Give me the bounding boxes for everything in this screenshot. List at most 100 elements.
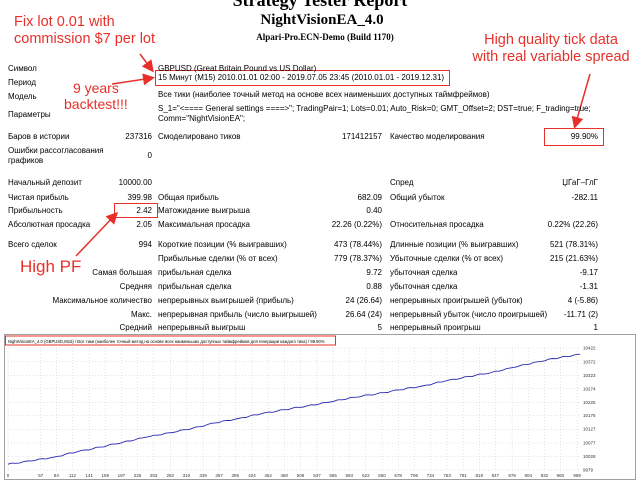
quality-label: Качество моделирования	[390, 132, 485, 141]
spread-value: ЏГаГ–ГлГ	[562, 178, 598, 187]
trades-value: 994	[138, 240, 152, 249]
maxcount-label: Максимальное количество	[52, 296, 152, 305]
x-tick-label: 367	[215, 473, 223, 478]
equity-chart: NightVisionEA_4.0 (GBPUSD,M15) / Все тик…	[4, 334, 636, 480]
avgcons-losses-label: непрерывный проигрыш	[390, 323, 481, 332]
short-label: Короткие позиции (% выигравших)	[158, 240, 287, 249]
server-name: Alpari-Pro.ECN-Demo (Build 1170)	[256, 32, 394, 42]
netprofit-label: Чистая прибыль	[8, 193, 69, 202]
largest-profit-label: прибыльная сделка	[158, 268, 232, 277]
y-tick-label: 10225	[583, 400, 596, 405]
avg-loss-label: убыточная сделка	[390, 282, 458, 291]
x-tick-label: 508	[297, 473, 305, 478]
maxcons-profit-label: непрерывная прибыль (число выигрышей)	[158, 310, 317, 319]
maxcons-losses-value: 4 (-5.86)	[567, 296, 598, 305]
loss-trades-label: Убыточные сделки (% от всех)	[390, 254, 504, 263]
reldd-label: Относительная просадка	[390, 220, 484, 229]
deposit-value: 10000.00	[118, 178, 152, 187]
y-tick-label: 10274	[583, 386, 596, 391]
model-value: Все тики (наиболее точный метод на основ…	[158, 90, 490, 99]
x-tick-label: 876	[508, 473, 516, 478]
absdd-value: 2.05	[136, 220, 152, 229]
x-tick-label: 141	[85, 473, 93, 478]
x-tick-label: 84	[54, 473, 60, 478]
x-tick-label: 112	[69, 473, 77, 478]
symbol-value: GBPUSD (Great Britain Pound vs US Dollar…	[158, 64, 317, 73]
short-value: 473 (78.44%)	[333, 240, 382, 249]
expected-label: Матожидание выигрыша	[158, 206, 250, 215]
largest-loss-value: -9.17	[579, 268, 598, 277]
grossloss-value: -282.11	[571, 193, 598, 202]
ea-name: NightVisionEA_4.0	[260, 12, 384, 28]
annotation-tick-line1: High quality tick data	[484, 32, 618, 48]
grossprofit-value: 682.09	[357, 193, 382, 202]
x-tick-label: 960	[557, 473, 565, 478]
model-label: Модель	[8, 92, 37, 101]
annotation-lot-line1: Fix lot 0.01 with	[14, 14, 115, 30]
maxcons-loss-value: -11.71 (2)	[563, 310, 598, 319]
annotation-years-line2: backtest!!!	[64, 96, 128, 112]
pf-label: Прибыльность	[8, 206, 63, 215]
y-tick-label: 10372	[583, 359, 596, 364]
avg-loss-value: -1.31	[579, 282, 598, 291]
x-tick-label: 310	[183, 473, 191, 478]
avgcons-wins-label: непрерывный выигрыш	[158, 323, 246, 332]
y-tick-label: 10127	[583, 427, 596, 432]
x-tick-label: 791	[459, 473, 467, 478]
ticks-value: 171412157	[341, 132, 382, 141]
pf-value: 2.42	[136, 206, 152, 215]
annotation-tick-data: High quality tick data with real variabl…	[462, 32, 640, 66]
arrow-quality	[571, 73, 591, 129]
avg-profit-label: прибыльная сделка	[158, 282, 232, 291]
avgcons-wins-value: 5	[377, 323, 382, 332]
long-value: 521 (78.31%)	[549, 240, 598, 249]
params-line1: S_1="<==== General settings ====>"; Trad…	[158, 104, 591, 113]
x-tick-label: 424	[248, 473, 256, 478]
x-tick-label: 763	[443, 473, 451, 478]
x-tick-label: 0	[7, 473, 10, 478]
y-tick-label: 10323	[583, 373, 596, 378]
x-tick-label: 452	[264, 473, 272, 478]
y-tick-label: 10077	[583, 441, 596, 446]
x-tick-label: 650	[378, 473, 386, 478]
arrow-lot	[139, 53, 154, 73]
x-tick-label: 593	[345, 473, 353, 478]
maxcons-loss-label: непрерывный убыток (число проигрышей)	[390, 310, 548, 319]
avgcons-losses-value: 1	[593, 323, 598, 332]
annotation-tick-line2: with real variable spread	[472, 49, 630, 65]
x-tick-label: 253	[150, 473, 158, 478]
largest-label: Самая большая	[92, 268, 152, 277]
maxdd-value: 22.26 (0.22%)	[331, 220, 382, 229]
chart-title: NightVisionEA_4.0 (GBPUSD,M15) / Все тик…	[8, 339, 325, 344]
long-label: Длинные позиции (% выигравших)	[390, 240, 519, 249]
x-tick-label: 847	[492, 473, 500, 478]
y-tick-label: 10176	[583, 413, 596, 418]
annotation-years: 9 years backtest!!!	[64, 80, 128, 112]
deposit-label: Начальный депозит	[8, 178, 82, 187]
avgcons-label: Средний	[119, 323, 152, 332]
bars-label: Баров в истории	[8, 132, 70, 141]
x-tick-label: 904	[524, 473, 532, 478]
x-tick-label: 706	[411, 473, 419, 478]
x-tick-label: 678	[394, 473, 402, 478]
largest-loss-label: убыточная сделка	[390, 268, 458, 277]
report-title: Strategy Tester Report	[232, 0, 408, 10]
avg-profit-value: 0.88	[366, 282, 382, 291]
errors-value: 0	[147, 151, 152, 160]
x-tick-label: 395	[232, 473, 240, 478]
x-tick-label: 622	[362, 473, 370, 478]
x-tick-label: 565	[329, 473, 337, 478]
chart-title-highlight	[5, 335, 336, 346]
profit-trades-label: Прибыльные сделки (% от всех)	[158, 254, 278, 263]
annotation-pf: High PF	[20, 257, 82, 276]
maxcons-wins-value: 24 (26.64)	[345, 296, 382, 305]
x-tick-label: 537	[313, 473, 321, 478]
params-label: Параметры	[8, 110, 51, 119]
quality-value: 99.90%	[570, 132, 598, 141]
reldd-value: 0.22% (22.26)	[547, 220, 598, 229]
period-highlight-box	[155, 70, 450, 86]
x-tick-label: 989	[573, 473, 581, 478]
expected-value: 0.40	[366, 206, 382, 215]
grossprofit-label: Общая прибыль	[158, 193, 219, 202]
largest-profit-value: 9.72	[366, 268, 382, 277]
